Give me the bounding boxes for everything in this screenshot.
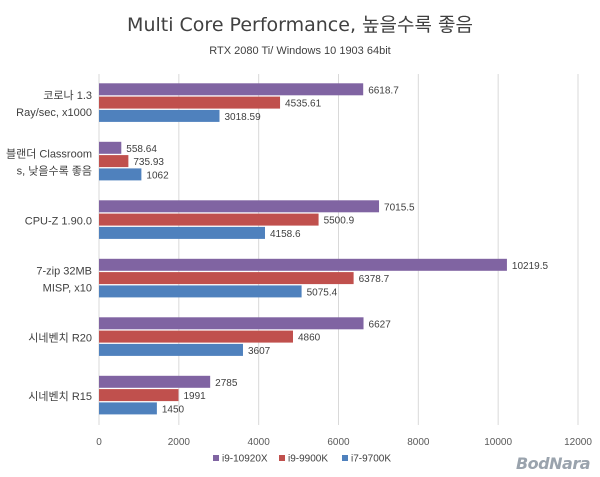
bar [99,109,220,122]
data-label: 4860 [298,333,321,344]
legend: i9-10920X i9-9900K i7-9700K [213,454,391,465]
bar [99,155,129,168]
x-tick-label: 0 [96,437,102,448]
category-labels: 코로나 1.3 Ray/sec, x1000 블랜더 Classroom s, 낮을수… [6,89,92,403]
data-label: 1062 [146,170,169,181]
category-label: 코로나 1.3 [43,89,92,102]
bar [99,226,265,239]
data-label: 735.93 [133,157,164,168]
data-label: 1450 [162,404,185,415]
watermark-logo: BodNara [515,454,591,473]
gridlines [98,74,579,425]
data-label: 6378.7 [359,274,390,285]
legend-swatch [342,455,348,461]
bar [99,200,380,213]
data-label: 6627 [369,319,392,330]
category-label: 시네벤치 R20 [28,331,92,344]
x-tick-label: 2000 [168,437,191,448]
bar [99,317,364,330]
bar [99,141,122,154]
bar [99,258,507,271]
data-label: 6618.7 [368,85,399,96]
legend-swatch [213,455,219,461]
data-label: 558.64 [126,144,157,155]
bar-labels: 6618.7 4535.61 3018.59 558.64 735.93 1062 7015… [126,85,548,415]
data-label: 7015.5 [384,202,415,213]
category-label: CPU-Z 1.90.0 [25,215,92,227]
chart-title: Multi Core Performance, 높을수록 좋음 [127,14,473,36]
x-tick-label: 10000 [484,437,512,448]
category-label: MISP, x10 [43,282,92,294]
data-label: 4158.6 [270,229,301,240]
legend-label: i9-9900K [288,454,328,465]
category-label: 7-zip 32MB [36,265,92,277]
x-tick-label: 8000 [407,437,430,448]
x-tick-label: 6000 [327,437,350,448]
bar [99,375,211,388]
data-label: 2785 [215,378,238,389]
bar [99,343,243,356]
x-tick-labels: 0 2000 4000 6000 8000 10000 12000 [96,437,592,448]
legend-swatch [279,455,285,461]
data-label: 5500.9 [324,216,355,227]
chart-subtitle: RTX 2080 Ti/ Windows 10 1903 64bit [209,45,390,57]
bars [99,83,507,415]
data-label: 3607 [248,346,271,357]
data-label: 1991 [183,391,206,402]
legend-label: i7-9700K [351,454,391,465]
bar [99,168,142,181]
data-label: 5075.4 [307,287,338,298]
bar [99,402,157,415]
data-label: 3018.59 [224,112,261,123]
bar [99,330,293,343]
bar [99,83,364,96]
bar [99,272,354,285]
bar [99,96,281,109]
data-label: 10219.5 [512,261,549,272]
bar [99,389,179,402]
data-label: 4535.61 [285,99,322,110]
bar [99,213,319,226]
category-label: 시네벤치 R15 [28,390,92,403]
x-tick-label: 4000 [248,437,271,448]
category-label: 블랜더 Classroom [6,147,92,160]
category-label: Ray/sec, x1000 [16,107,92,119]
bar [99,285,302,298]
category-label: s, 낮을수록 좋음 [17,164,92,177]
x-tick-label: 12000 [564,437,592,448]
legend-label: i9-10920X [222,454,268,465]
